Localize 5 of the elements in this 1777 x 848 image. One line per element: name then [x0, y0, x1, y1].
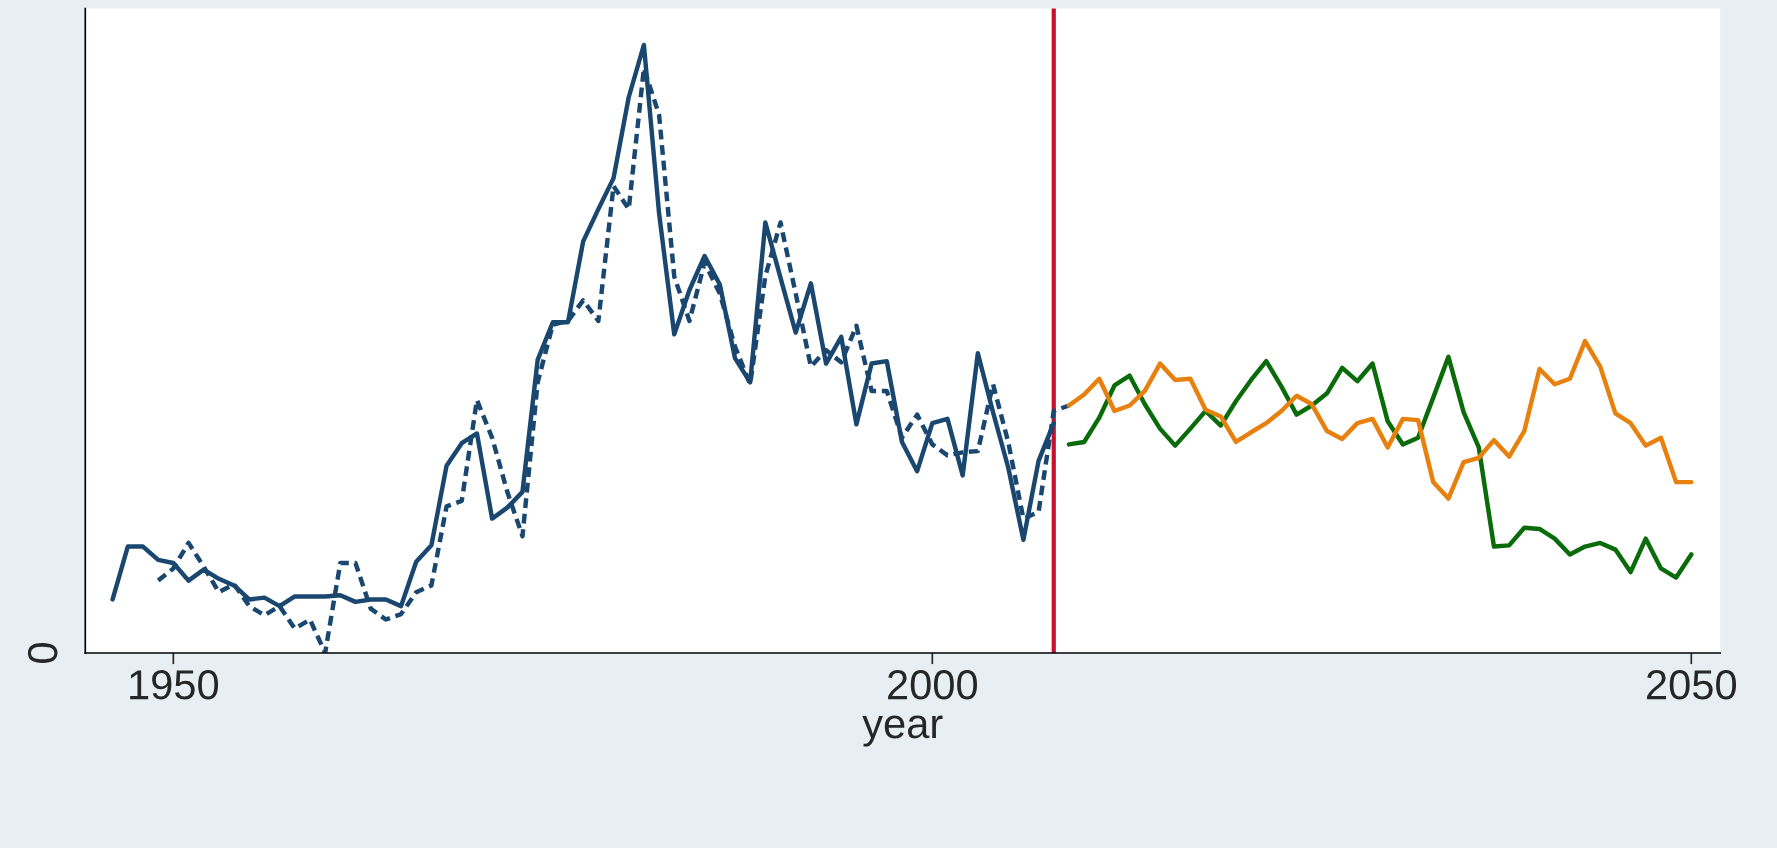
x-tick-label: 2000 — [888, 670, 978, 700]
x-tick-label: 1950 — [130, 670, 219, 700]
x-tick-label: 2050 — [1647, 670, 1737, 700]
x-axis-title: year — [862, 715, 943, 747]
text: 0 — [27, 643, 58, 663]
